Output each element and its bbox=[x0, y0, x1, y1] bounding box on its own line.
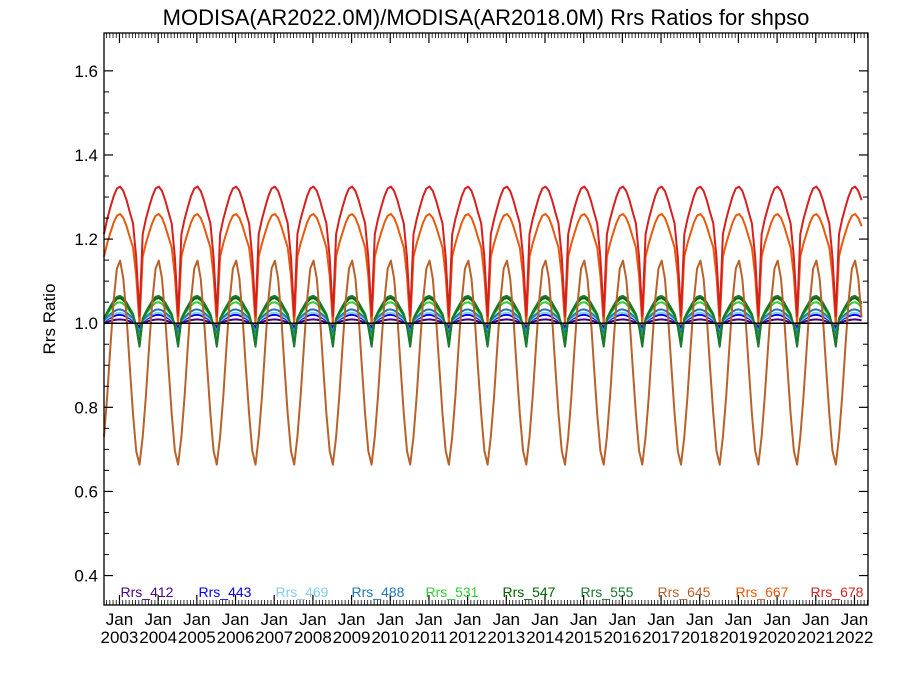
x-tick-label-month: Jan bbox=[144, 610, 171, 629]
x-tick-label-year: 2003 bbox=[101, 628, 139, 647]
x-tick-label-year: 2017 bbox=[642, 628, 680, 647]
legend-item-rrs-547: Rrs_547 bbox=[503, 584, 556, 600]
x-tick-label-year: 2007 bbox=[255, 628, 293, 647]
legend-item-rrs-645: Rrs_645 bbox=[658, 584, 711, 600]
y-tick-label: 1.0 bbox=[74, 314, 98, 333]
x-tick-label-year: 2006 bbox=[217, 628, 255, 647]
legend-item-rrs-443: Rrs_443 bbox=[199, 584, 252, 600]
x-tick-label-year: 2012 bbox=[449, 628, 487, 647]
plot-frame bbox=[103, 32, 869, 606]
x-tick-label-month: Jan bbox=[183, 610, 210, 629]
series-layer bbox=[103, 185, 863, 466]
x-tick-label-year: 2008 bbox=[294, 628, 332, 647]
x-tick-label-month: Jan bbox=[725, 610, 752, 629]
y-tick-label: 1.6 bbox=[74, 62, 98, 81]
legend-item-rrs-412: Rrs_412 bbox=[121, 584, 174, 600]
legend-item-rrs-667: Rrs_667 bbox=[736, 584, 789, 600]
x-tick-label-month: Jan bbox=[454, 610, 481, 629]
x-tick-label-month: Jan bbox=[609, 610, 636, 629]
y-tick-label: 1.4 bbox=[74, 146, 98, 165]
x-tick-label-year: 2022 bbox=[836, 628, 874, 647]
x-tick-label-month: Jan bbox=[531, 610, 558, 629]
series-line-rrs-645 bbox=[103, 259, 863, 466]
x-tick-label-month: Jan bbox=[338, 610, 365, 629]
x-axis: Jan2003Jan2004Jan2005Jan2006Jan2007Jan20… bbox=[101, 33, 874, 647]
x-tick-label-year: 2009 bbox=[333, 628, 371, 647]
legend-item-rrs-469: Rrs_469 bbox=[276, 584, 329, 600]
x-tick-label-month: Jan bbox=[260, 610, 287, 629]
x-tick-label-year: 2015 bbox=[565, 628, 603, 647]
x-tick-label-year: 2016 bbox=[603, 628, 641, 647]
x-tick-label-year: 2019 bbox=[719, 628, 757, 647]
legend: Rrs_412 Rrs_443 Rrs_469 Rrs_488 Rrs_531 Rrs_5… bbox=[121, 584, 864, 600]
x-tick-label-month: Jan bbox=[377, 610, 404, 629]
x-tick-label-month: Jan bbox=[647, 610, 674, 629]
x-tick-label-year: 2020 bbox=[758, 628, 796, 647]
x-tick-label-month: Jan bbox=[841, 610, 868, 629]
x-tick-label-month: Jan bbox=[222, 610, 249, 629]
x-tick-label-year: 2013 bbox=[487, 628, 525, 647]
y-tick-label: 1.2 bbox=[74, 230, 98, 249]
legend-item-rrs-678: Rrs_678 bbox=[811, 584, 864, 600]
x-tick-label-month: Jan bbox=[570, 610, 597, 629]
x-tick-label-year: 2004 bbox=[139, 628, 177, 647]
series-line-rrs-678 bbox=[103, 185, 863, 317]
x-tick-label-year: 2005 bbox=[178, 628, 216, 647]
legend-item-rrs-488: Rrs_488 bbox=[352, 584, 405, 600]
x-tick-label-month: Jan bbox=[802, 610, 829, 629]
x-tick-label-year: 2014 bbox=[526, 628, 564, 647]
x-tick-label-year: 2010 bbox=[371, 628, 409, 647]
x-tick-label-month: Jan bbox=[299, 610, 326, 629]
x-tick-label-month: Jan bbox=[493, 610, 520, 629]
legend-item-rrs-555: Rrs_555 bbox=[581, 584, 634, 600]
x-tick-label-year: 2021 bbox=[797, 628, 835, 647]
x-tick-label-year: 2018 bbox=[681, 628, 719, 647]
series-line-rrs-667 bbox=[103, 213, 863, 326]
chart-title: MODISA(AR2022.0M)/MODISA(AR2018.0M) Rrs … bbox=[163, 5, 810, 30]
legend-item-rrs-531: Rrs_531 bbox=[426, 584, 479, 600]
y-tick-label: 0.4 bbox=[74, 567, 98, 586]
x-tick-label-month: Jan bbox=[686, 610, 713, 629]
x-tick-label-month: Jan bbox=[763, 610, 790, 629]
x-tick-label-year: 2011 bbox=[411, 628, 448, 647]
y-axis-label: Rrs Ratio bbox=[40, 284, 59, 355]
y-axis: 0.4 0.6 0.8 1.0 1.2 1.4 1.6 bbox=[74, 62, 868, 586]
x-tick-label-month: Jan bbox=[106, 610, 133, 629]
y-tick-label: 0.8 bbox=[74, 398, 98, 417]
y-tick-label: 0.6 bbox=[74, 482, 98, 501]
x-tick-label-month: Jan bbox=[415, 610, 442, 629]
